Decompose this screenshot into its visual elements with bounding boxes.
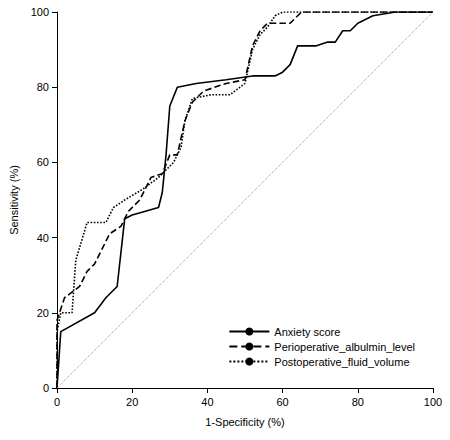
- svg-text:Postoperative_fluid_volume: Postoperative_fluid_volume: [274, 356, 409, 368]
- svg-text:60: 60: [37, 156, 49, 168]
- svg-text:1-Specificity (%): 1-Specificity (%): [205, 416, 284, 428]
- svg-text:Anxiety score: Anxiety score: [274, 326, 340, 338]
- svg-text:40: 40: [201, 396, 213, 408]
- svg-text:40: 40: [37, 232, 49, 244]
- svg-text:80: 80: [37, 81, 49, 93]
- svg-text:20: 20: [37, 307, 49, 319]
- svg-text:Sensitivity (%): Sensitivity (%): [8, 165, 20, 235]
- svg-text:Perioperative_albulmin_level: Perioperative_albulmin_level: [274, 341, 415, 353]
- svg-text:20: 20: [126, 396, 138, 408]
- svg-text:100: 100: [31, 6, 49, 18]
- svg-text:80: 80: [352, 396, 364, 408]
- svg-text:60: 60: [276, 396, 288, 408]
- svg-text:100: 100: [424, 396, 442, 408]
- svg-text:0: 0: [43, 382, 49, 394]
- svg-text:0: 0: [54, 396, 60, 408]
